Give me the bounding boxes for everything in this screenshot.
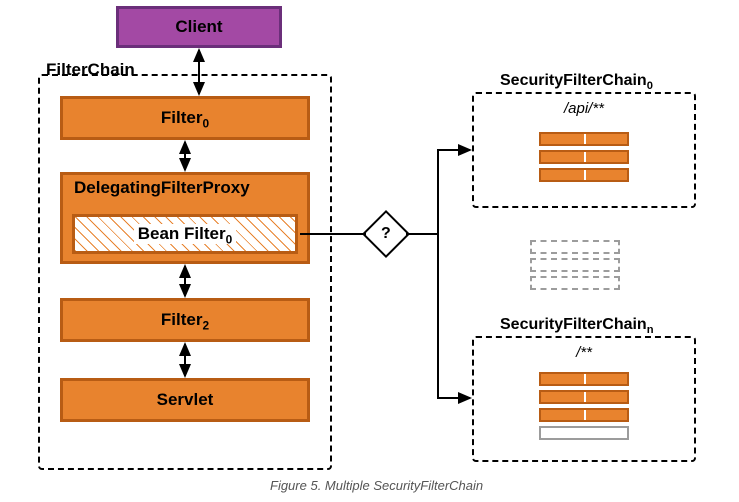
connector-arrows — [0, 0, 739, 502]
